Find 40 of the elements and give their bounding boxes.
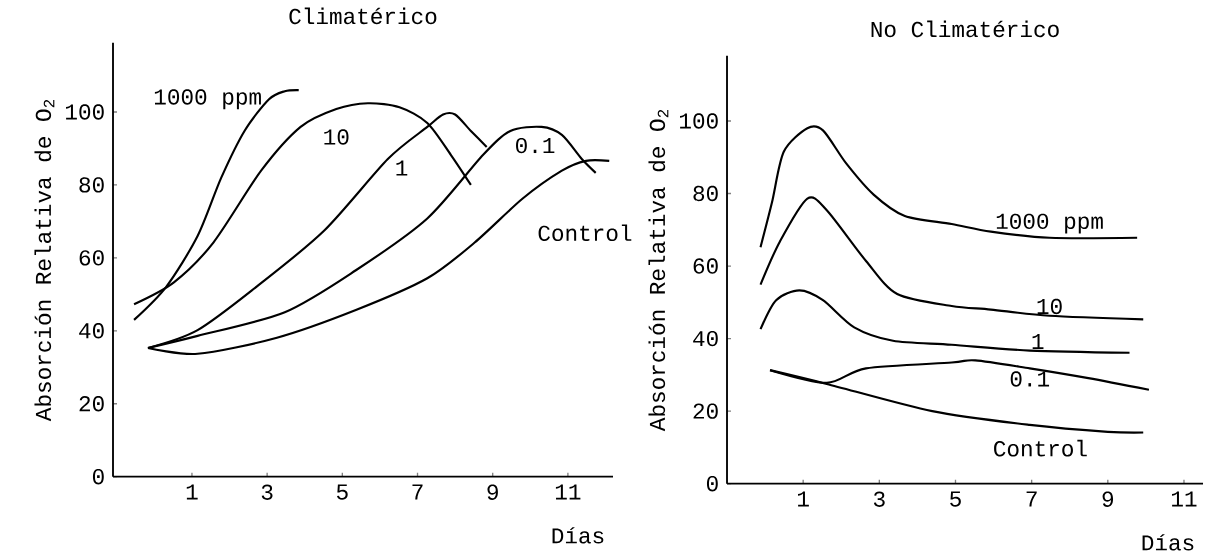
series-label: 10 (324, 129, 349, 145)
y-tick-label: 0 (92, 469, 104, 485)
x-tick-label: 5 (950, 491, 961, 507)
chart-title: No Climatérico (871, 20, 1059, 38)
y-tick-label: 80 (693, 185, 718, 202)
series-label: 0.1 (1010, 371, 1050, 387)
series-label: 1000 ppm (154, 89, 261, 110)
y-tick-label: 40 (79, 323, 104, 339)
x-tick-label: 7 (412, 484, 423, 500)
y-tick-label: 20 (79, 396, 104, 412)
x-tick-label: 11 (1172, 491, 1197, 507)
y-tick-label: 60 (79, 250, 104, 266)
series-label: Control (538, 224, 632, 242)
y-tick-label: 20 (693, 403, 718, 419)
x-tick-label: 3 (873, 491, 885, 508)
x-tick-label: 1 (798, 491, 809, 507)
x-tick-label: 9 (1102, 491, 1114, 508)
x-tick-label: 7 (1026, 491, 1037, 507)
y-tick-label: 60 (693, 258, 718, 274)
y-axis-title: Absorción Relativa de O$_{2}$ (648, 110, 669, 432)
series-label: 1000 ppm (996, 213, 1103, 234)
y-tick-label: 0 (706, 476, 718, 492)
series-label: 1 (396, 160, 408, 176)
series-label: Control (994, 440, 1087, 457)
x-axis-title: Días (552, 527, 604, 544)
x-tick-label: 9 (487, 484, 498, 501)
x-axis-title: Días (1142, 534, 1194, 551)
y-axis-title: Absorción Relativa de O$_{2}$ (34, 100, 55, 422)
x-tick-label: 11 (555, 484, 581, 500)
x-tick-label: 3 (261, 484, 273, 501)
y-tick-label: 80 (79, 177, 104, 193)
series-label: 0.1 (516, 138, 555, 154)
series-label: 10 (1037, 298, 1062, 315)
y-tick-label: 40 (693, 331, 718, 347)
y-tick-label: 100 (66, 104, 104, 120)
chart-title: Climatérico (289, 7, 437, 25)
y-tick-label: 100 (680, 113, 718, 129)
x-tick-label: 1 (186, 484, 198, 500)
series-label: 1 (1032, 334, 1044, 350)
x-tick-label: 5 (336, 484, 348, 500)
